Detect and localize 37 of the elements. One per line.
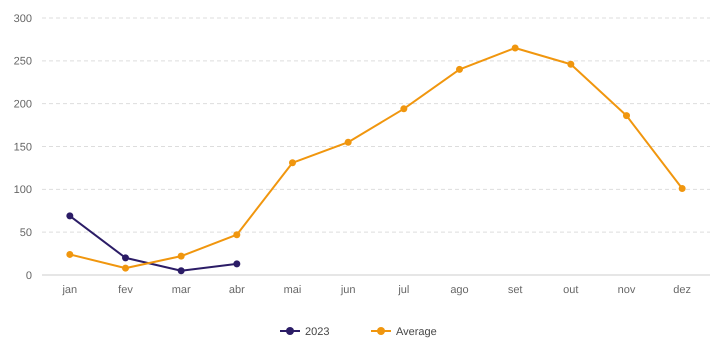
point [178,252,185,260]
point [344,138,352,146]
y-tick-label: 50 [20,227,32,240]
x-tick-label: mar [172,284,191,296]
x-tick-label: abr [228,284,246,296]
x-tick-label: jul [397,284,410,296]
point [400,105,408,112]
x-tick-label: mai [284,284,302,296]
x-tick-label: jan [61,284,78,296]
point [567,60,574,68]
legend-label: Average [396,326,437,338]
y-tick-label: 200 [14,98,32,111]
x-tick-label: dez [673,284,692,296]
x-tick-label: set [508,284,523,296]
y-tick-label: 100 [14,184,32,196]
point [66,250,74,258]
y-tick-label: 250 [14,56,32,68]
point [512,44,519,52]
point [623,112,630,120]
point [678,184,686,192]
point [233,260,240,268]
y-tick-label: 150 [14,141,32,154]
x-tick-label: nov [618,284,636,296]
point [233,231,240,238]
point [122,254,129,262]
point [122,264,129,272]
point [289,159,296,166]
y-tick-label: 300 [14,12,32,25]
x-tick-label: ago [450,284,469,296]
x-tick-label: fev [118,284,134,296]
x-tick-label: out [563,284,578,296]
point [456,66,463,73]
point [66,212,74,220]
point [178,267,185,274]
y-tick-label: 0 [26,270,32,282]
x-tick-label: jun [340,284,356,296]
legend-label: 2023 [305,326,330,338]
